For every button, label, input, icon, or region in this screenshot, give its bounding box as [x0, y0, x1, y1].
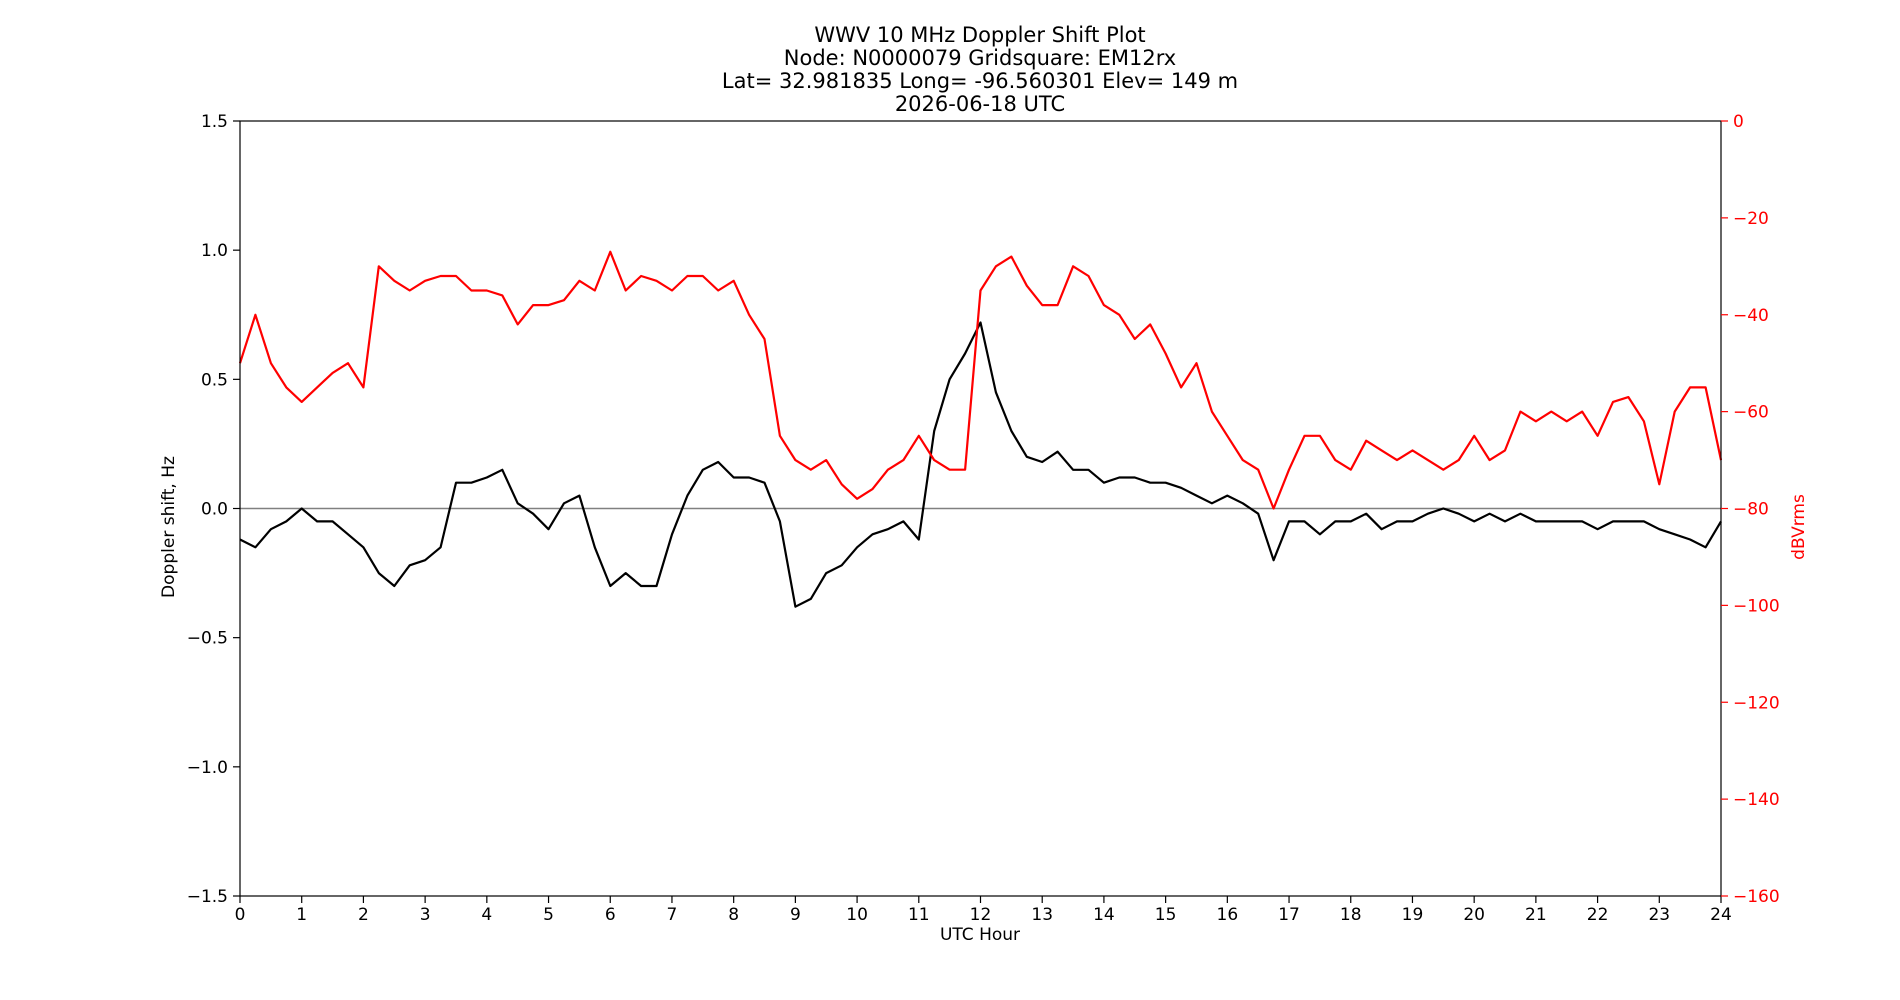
y-right-tick-label: −60: [1733, 403, 1769, 423]
y-left-tick-label: −0.5: [187, 629, 228, 649]
x-tick-label: 8: [728, 905, 739, 925]
y-right-tick-label: −100: [1733, 596, 1780, 616]
plot-area: 0 1 2 3 4 5 6 7 8 9 10 11 12 13 14 15 16 17 18 19 20 21 22 23 24…: [187, 112, 1780, 925]
x-tick-label: 17: [1278, 905, 1300, 925]
y-left-tick-label: 1.0: [201, 241, 228, 261]
x-tick-label: 23: [1648, 905, 1670, 925]
x-tick-label: 7: [667, 905, 678, 925]
x-tick-label: 13: [1031, 905, 1053, 925]
y-left-tick-label: 1.5: [201, 112, 228, 132]
x-tick-label: 2: [358, 905, 369, 925]
x-tick-label: 3: [420, 905, 431, 925]
y-left-tick-label: 0.5: [201, 370, 228, 390]
x-tick-label: 11: [908, 905, 930, 925]
y-right-tick-label: −120: [1733, 693, 1780, 713]
x-tick-label: 12: [970, 905, 992, 925]
y-right-tick-label: −40: [1733, 306, 1769, 326]
x-tick-label: 22: [1587, 905, 1609, 925]
y-left-tick-label: −1.5: [187, 887, 228, 907]
x-tick-label: 14: [1093, 905, 1115, 925]
doppler-series-line: [239, 321, 1722, 608]
x-tick-label: 5: [543, 905, 554, 925]
x-tick-label: 18: [1340, 905, 1362, 925]
y-left-tick-label: 0.0: [201, 500, 228, 520]
x-tick-label: 4: [481, 905, 492, 925]
y-axis-label-left: Doppler shift, Hz: [159, 456, 179, 598]
x-tick-label: 19: [1402, 905, 1424, 925]
title-line-4: 2026-06-18 UTC: [895, 92, 1065, 116]
x-tick-label: 6: [605, 905, 616, 925]
y-right-tick-label: 0: [1733, 112, 1744, 132]
title-line-3: Lat= 32.981835 Long= -96.560301 Elev= 14…: [722, 69, 1238, 93]
x-tick-label: 9: [790, 905, 801, 925]
y-axis-label-right: dBVrms: [1789, 494, 1809, 560]
x-axis-label: UTC Hour: [940, 925, 1020, 945]
title-line-1: WWV 10 MHz Doppler Shift Plot: [814, 23, 1145, 47]
x-tick-label: 1: [296, 905, 307, 925]
x-tick-label: 10: [846, 905, 868, 925]
x-tick-label: 15: [1155, 905, 1177, 925]
y-left-tick-label: −1.0: [187, 758, 228, 778]
x-tick-label: 20: [1463, 905, 1485, 925]
title-line-2: Node: N0000079 Gridsquare: EM12rx: [784, 46, 1176, 70]
x-tick-label: 0: [235, 905, 246, 925]
y-right-tick-label: −80: [1733, 500, 1769, 520]
y-right-tick-label: −160: [1733, 887, 1780, 907]
x-tick-label: 21: [1525, 905, 1547, 925]
x-tick-label: 16: [1217, 905, 1239, 925]
chart-title: WWV 10 MHz Doppler Shift Plot Node: N000…: [722, 23, 1238, 116]
y-right-tick-label: −20: [1733, 209, 1769, 229]
power-series-line: [238, 250, 1723, 510]
y-right-tick-label: −140: [1733, 790, 1780, 810]
x-tick-label: 24: [1710, 905, 1732, 925]
